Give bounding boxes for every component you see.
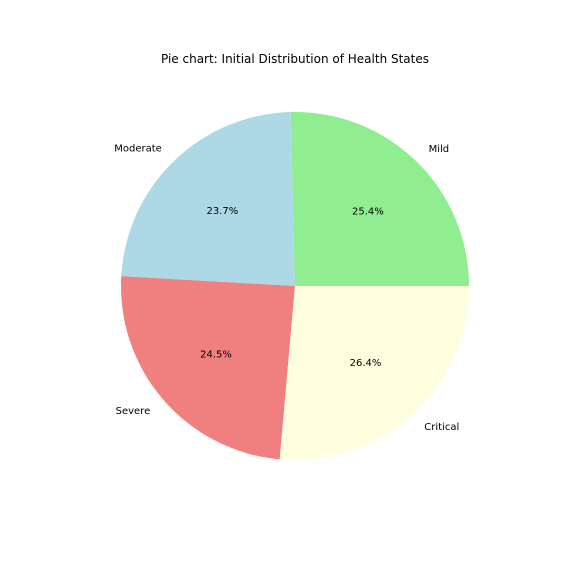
chart-title: Pie chart: Initial Distribution of Healt…	[161, 52, 429, 66]
slice-label-severe: Severe	[116, 406, 151, 417]
slice-label-moderate: Moderate	[114, 144, 162, 155]
pie-slice-critical	[279, 286, 470, 460]
slice-percent-severe: 24.5%	[200, 349, 232, 360]
pie-slice-mild	[290, 112, 469, 286]
slice-percent-moderate: 23.7%	[206, 206, 238, 217]
slice-percent-mild: 25.4%	[352, 206, 384, 217]
slice-percent-critical: 26.4%	[350, 358, 382, 369]
slice-label-critical: Critical	[424, 422, 459, 433]
pie-slice-severe	[121, 276, 295, 460]
pie-labels: Mild 25.4% Moderate 23.7% Severe 24.5% Critica…	[114, 144, 459, 434]
pie-slices	[121, 112, 470, 460]
pie-slice-moderate	[121, 112, 295, 286]
slice-label-mild: Mild	[429, 144, 450, 155]
